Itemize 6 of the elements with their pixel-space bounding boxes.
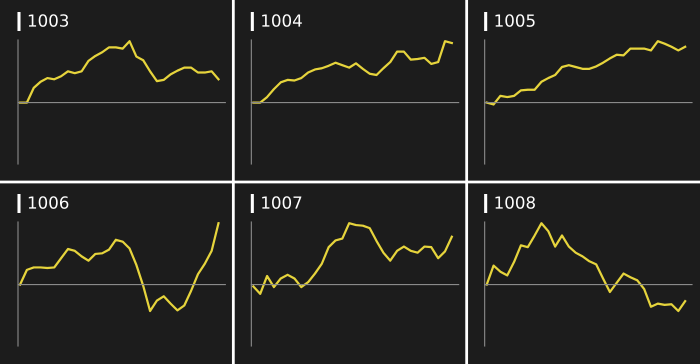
chart-title: 1003 <box>28 14 68 27</box>
chart-title: 1006 <box>28 196 68 209</box>
chart-title: 1007 <box>262 196 302 209</box>
chart-title: 1008 <box>495 196 535 209</box>
chart-title: 1004 <box>262 14 302 27</box>
chart-title: 1005 <box>495 14 535 27</box>
